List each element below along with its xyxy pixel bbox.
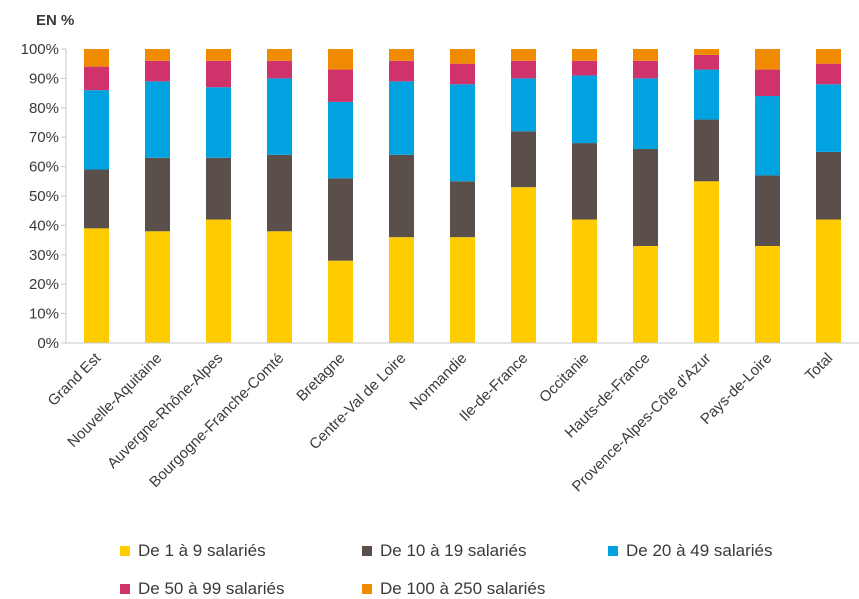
bar-segment	[511, 49, 536, 61]
bar-segment	[816, 219, 841, 343]
y-tick-label: 100%	[21, 41, 59, 58]
bar-segment	[206, 219, 231, 343]
x-tick-label: Bretagne	[293, 350, 348, 405]
y-tick-label: 20%	[29, 276, 59, 293]
bar-segment	[572, 60, 597, 76]
bar-segment	[389, 60, 414, 82]
bar-segment	[450, 237, 475, 343]
bar-segment	[389, 237, 414, 343]
bar-segment	[755, 245, 780, 343]
bar-segment	[755, 175, 780, 246]
bar-segment	[572, 143, 597, 220]
bar-segment	[755, 49, 780, 70]
bar-segment	[755, 69, 780, 97]
bar-segment	[816, 151, 841, 220]
bar-segment	[206, 49, 231, 61]
bar-segment	[694, 119, 719, 182]
bar-segment	[633, 49, 658, 61]
bar-segment	[328, 49, 353, 70]
bar-segment	[84, 49, 109, 67]
bar-segment	[511, 78, 536, 132]
bar-segment	[572, 219, 597, 343]
bar-segment	[572, 49, 597, 61]
x-tick-label: Occitanie	[536, 350, 592, 406]
x-tick-label: Auvergne-Rhône-Alpes	[104, 350, 226, 472]
bar-segment	[450, 49, 475, 64]
bar-segment	[389, 49, 414, 61]
bar-segment	[267, 60, 292, 79]
x-tick-label: Total	[802, 350, 836, 384]
bar-segment	[145, 49, 170, 61]
bar-segment	[511, 131, 536, 188]
bar-segment	[633, 60, 658, 79]
y-tick-label: 70%	[29, 129, 59, 146]
x-tick-label: Normandie	[406, 350, 470, 414]
bar-segment	[694, 69, 719, 120]
bar-segment	[328, 178, 353, 261]
y-tick-label: 50%	[29, 188, 59, 205]
x-tick-label: Grand Est	[45, 349, 105, 409]
y-tick-label: 10%	[29, 306, 59, 323]
bar-segment	[816, 63, 841, 85]
bar-segment	[389, 81, 414, 155]
bar-segment	[694, 54, 719, 70]
bar-segment	[145, 81, 170, 158]
bar-segment	[511, 60, 536, 79]
bar-segment	[450, 63, 475, 85]
bar-segment	[267, 49, 292, 61]
bar-segment	[206, 87, 231, 158]
bar-segment	[84, 66, 109, 91]
bar-segment	[328, 260, 353, 343]
unit-label: EN %	[36, 12, 74, 29]
y-tick-label: 90%	[29, 70, 59, 87]
y-tick-label: 40%	[29, 217, 59, 234]
bar-segment	[511, 187, 536, 343]
y-tick-label: 0%	[37, 335, 59, 352]
bar-segment	[633, 148, 658, 246]
bar-segment	[328, 101, 353, 179]
bar-segment	[816, 84, 841, 152]
bar-segment	[572, 75, 597, 144]
bars	[84, 49, 841, 343]
bar-segment	[633, 78, 658, 149]
bar-segment	[267, 78, 292, 155]
bar-segment	[84, 228, 109, 343]
bar-segment	[145, 157, 170, 232]
bar-segment	[84, 90, 109, 170]
bar-segment	[145, 231, 170, 343]
bar-segment	[816, 49, 841, 64]
bar-segment	[694, 49, 719, 55]
bar-segment	[84, 169, 109, 229]
y-tick-label: 80%	[29, 100, 59, 117]
x-axis: Grand EstNouvelle-AquitaineAuvergne-Rhôn…	[45, 342, 859, 495]
bar-segment	[145, 60, 170, 82]
bar-segment	[267, 231, 292, 343]
bar-segment	[267, 154, 292, 232]
bar-segment	[633, 245, 658, 343]
bar-segment	[694, 181, 719, 343]
y-tick-label: 30%	[29, 247, 59, 264]
bar-segment	[328, 69, 353, 102]
y-axis: 0% 10% 20% 30% 40% 50% 60% 70% 80% 90% 100%	[21, 41, 67, 352]
bar-segment	[389, 154, 414, 238]
bar-segment	[206, 60, 231, 88]
bar-segment	[755, 96, 780, 176]
bar-segment	[450, 181, 475, 238]
y-tick-label: 60%	[29, 159, 59, 176]
bar-segment	[206, 157, 231, 220]
bar-segment	[450, 84, 475, 182]
